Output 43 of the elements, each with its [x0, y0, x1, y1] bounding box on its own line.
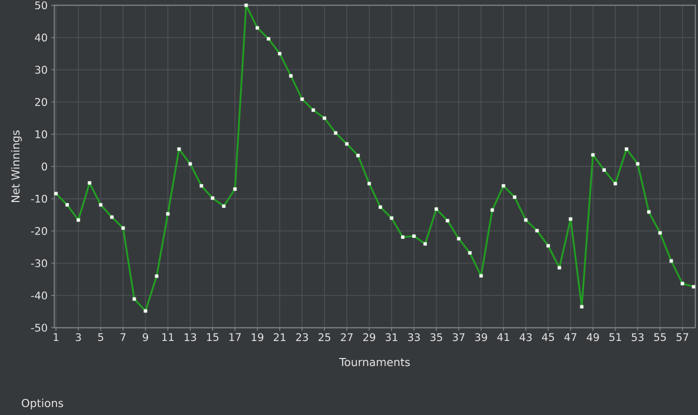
x-tick-label: 35 — [430, 333, 442, 342]
y-tick-label: -50 — [31, 324, 48, 332]
x-tick-label: 41 — [497, 333, 510, 341]
y-axis-title: Net Winnings — [11, 130, 22, 202]
x-tick-label: 53 — [632, 333, 644, 342]
x-tick-label: 47 — [564, 333, 576, 341]
y-tick-label: -10 — [31, 194, 48, 203]
x-tick-label: 45 — [542, 333, 554, 342]
x-tick-label: 43 — [520, 333, 532, 342]
x-tick-label: 37 — [452, 333, 464, 342]
x-tick-label: 19 — [252, 333, 264, 342]
x-tick-label: 1 — [54, 333, 58, 341]
x-tick-label: 5 — [98, 333, 104, 342]
y-tick-label: -40 — [31, 291, 48, 300]
x-tick-label: 49 — [586, 333, 599, 342]
y-tick-label: 20 — [35, 98, 48, 106]
x-tick-label: 25 — [318, 333, 330, 342]
x-axis-title: Tournaments — [339, 358, 410, 366]
x-tick-label: 55 — [654, 333, 666, 342]
text: Options — [22, 398, 64, 410]
x-tick-label: 15 — [207, 333, 218, 342]
x-tick-label: 39 — [475, 333, 488, 342]
x-tick-label: 21 — [274, 333, 286, 342]
x-tick-label: 51 — [609, 333, 622, 342]
x-tick-label: 3 — [76, 333, 81, 342]
x-tick-label: 13 — [184, 333, 196, 342]
y-tick-label: 0 — [42, 162, 48, 170]
x-tick-label: 29 — [363, 333, 376, 342]
x-tick-label: 17 — [229, 333, 241, 341]
y-tick-label: 30 — [35, 66, 48, 74]
x-tick-label: 57 — [676, 333, 688, 342]
x-tick-label: 23 — [296, 333, 308, 342]
x-tick-label: 11 — [162, 333, 174, 341]
x-tick-label: 33 — [408, 333, 420, 342]
y-tick-label: 10 — [36, 130, 48, 138]
y-tick-label: -20 — [31, 227, 48, 235]
y-tick-label: 50 — [35, 1, 48, 10]
x-tick-label: 31 — [386, 333, 398, 342]
x-tick-label: 27 — [340, 333, 353, 342]
y-tick-label: 40 — [34, 34, 48, 42]
x-tick-label: 7 — [120, 333, 126, 341]
x-tick-label: 9 — [142, 333, 148, 342]
y-tick-label: -30 — [31, 259, 48, 268]
